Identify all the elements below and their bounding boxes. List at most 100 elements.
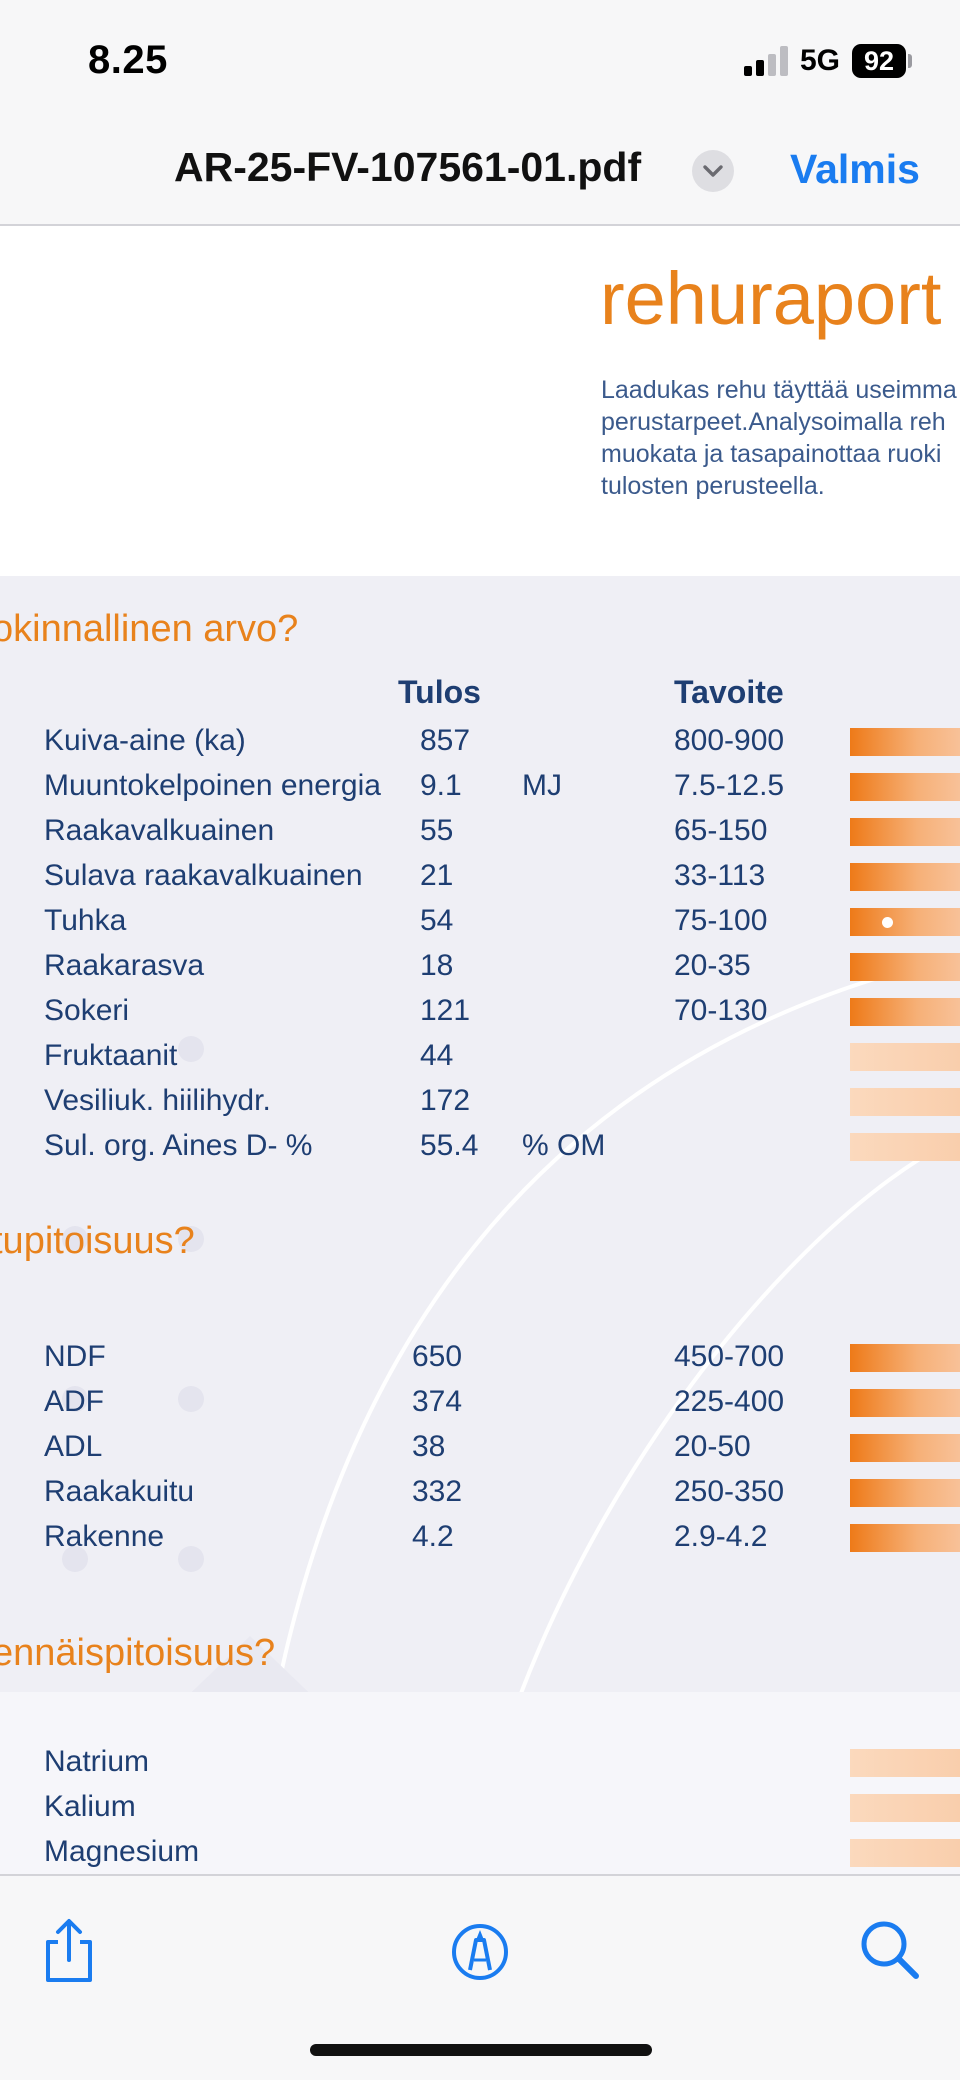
home-indicator[interactable] — [310, 2044, 652, 2056]
column-header-target: Tavoite — [674, 674, 784, 710]
minerals-panel — [0, 1692, 960, 1874]
row-label: Sul. org. Aines D- % — [44, 1129, 313, 1162]
status-bar: 8.25 5G 92 — [0, 0, 960, 120]
row-result: 374 — [412, 1385, 463, 1418]
network-type: 5G — [800, 44, 841, 77]
row-label: Kalium — [44, 1790, 136, 1823]
intro-line: muokata ja tasapainottaa ruoki — [601, 440, 942, 468]
decor-dot — [62, 1226, 88, 1252]
row-label: Sulava raakavalkuainen — [44, 859, 363, 892]
table-row: Kuiva-aine (ka) 857 800-900 — [0, 720, 960, 764]
intro-line: Laadukas rehu täyttää useimma — [601, 376, 957, 404]
table-row: ADF 374 225-400 — [0, 1381, 960, 1425]
row-result: 9.1 — [420, 769, 462, 802]
battery-cap — [908, 54, 912, 68]
row-target: 2.9-4.2 — [674, 1520, 768, 1553]
range-bar — [850, 773, 960, 801]
nav-bar: AR-25-FV-107561-01.pdf Valmis — [0, 120, 960, 226]
search-icon — [861, 1921, 919, 1979]
decor-dot — [62, 1546, 88, 1572]
table-row: Rakenne 4.2 2.9-4.2 — [0, 1516, 960, 1560]
row-result: 172 — [420, 1084, 471, 1117]
row-label: Rakenne — [44, 1520, 165, 1553]
status-time: 8.25 — [88, 38, 168, 82]
row-result: 55.4 — [420, 1129, 479, 1162]
table-row: ADL 38 20-50 — [0, 1426, 960, 1470]
done-button[interactable]: Valmis — [790, 146, 920, 192]
range-bar — [850, 1794, 960, 1822]
row-label: Magnesium — [44, 1835, 200, 1868]
row-label: Raakavalkuainen — [44, 814, 275, 847]
row-target: 20-50 — [674, 1430, 751, 1463]
decor-dot — [178, 1036, 204, 1062]
row-label: Vesiliuk. hiilihydr. — [44, 1084, 271, 1117]
report-header: rehuraport Laadukas rehu täyttää useimma… — [0, 226, 960, 576]
range-bar — [850, 1524, 960, 1552]
row-label: Raakakuitu — [44, 1475, 195, 1508]
decor-dot — [178, 1226, 204, 1252]
row-result: 332 — [412, 1475, 463, 1508]
row-label: ADF — [44, 1385, 104, 1418]
document-title[interactable]: AR-25-FV-107561-01.pdf — [174, 144, 642, 190]
row-target: 800-900 — [674, 724, 785, 757]
range-bar — [850, 1479, 960, 1507]
range-bar — [850, 1749, 960, 1777]
row-label: Sokeri — [44, 994, 130, 1027]
row-label: Raakarasva — [44, 949, 205, 982]
markup-button[interactable] — [445, 1916, 515, 1986]
range-bar — [850, 728, 960, 756]
row-result: 121 — [420, 994, 471, 1027]
markup-icon — [452, 1924, 508, 1980]
row-target: 75-100 — [674, 904, 768, 937]
range-bar — [850, 818, 960, 846]
range-bar — [850, 1088, 960, 1116]
range-bar — [850, 863, 960, 891]
search-button[interactable] — [856, 1916, 926, 1986]
row-target: 225-400 — [674, 1385, 785, 1418]
intro-line: perustarpeet.Analysoimalla reh — [601, 408, 946, 436]
section-title-fiber-content: tupitoisuus? — [0, 1220, 195, 1262]
range-bar — [850, 908, 960, 936]
row-target: 33-113 — [674, 859, 766, 892]
table-row: Sul. org. Aines D- % 55.4 % OM — [0, 1125, 960, 1169]
row-result: 18 — [420, 949, 454, 982]
row-label: Muuntokelpoinen energia — [44, 769, 381, 802]
intro-line: tulosten perusteella. — [601, 472, 825, 500]
table-row: Raakarasva 18 20-35 — [0, 945, 960, 989]
battery-icon: 92 — [852, 44, 906, 78]
cellular-signal-icon — [744, 46, 788, 76]
row-result: 21 — [420, 859, 454, 892]
table-row: Vesiliuk. hiilihydr. 172 — [0, 1080, 960, 1124]
table-row: Muuntokelpoinen energia 9.1 MJ 7.5-12.5 — [0, 765, 960, 809]
title-menu-button[interactable] — [692, 150, 734, 192]
decor-dot — [62, 1386, 88, 1412]
row-target: 450-700 — [674, 1340, 785, 1373]
range-bar — [850, 1389, 960, 1417]
row-label: Natrium — [44, 1745, 150, 1778]
section-title-mineral-content: ennäispitoisuus? — [0, 1632, 276, 1674]
row-result: 4.2 — [412, 1520, 454, 1553]
row-label: Fruktaanit — [44, 1039, 178, 1072]
row-target: 65-150 — [674, 814, 768, 847]
row-target: 20-35 — [674, 949, 751, 982]
table-row: Natrium — [0, 1741, 960, 1785]
share-button[interactable] — [34, 1916, 104, 1986]
range-bar — [850, 1434, 960, 1462]
row-label: ADL — [44, 1430, 103, 1463]
table-row: Kalium — [0, 1786, 960, 1830]
report-heading: rehuraport — [600, 257, 942, 340]
range-bar — [850, 1043, 960, 1071]
pdf-page[interactable]: rehuraport Laadukas rehu täyttää useimma… — [0, 226, 960, 1874]
range-bar — [850, 1133, 960, 1161]
column-header-result: Tulos — [398, 674, 481, 710]
row-label: Kuiva-aine (ka) — [44, 724, 246, 757]
section-title-nutritional-value: okinnallinen arvo? — [0, 608, 299, 650]
row-result: 857 — [420, 724, 471, 757]
row-result: 54 — [420, 904, 454, 937]
range-bar — [850, 953, 960, 981]
table-row: Raakavalkuainen 55 65-150 — [0, 810, 960, 854]
row-target: 250-350 — [674, 1475, 785, 1508]
range-bar — [850, 1839, 960, 1867]
row-result: 650 — [412, 1340, 463, 1373]
row-unit: MJ — [522, 769, 562, 802]
